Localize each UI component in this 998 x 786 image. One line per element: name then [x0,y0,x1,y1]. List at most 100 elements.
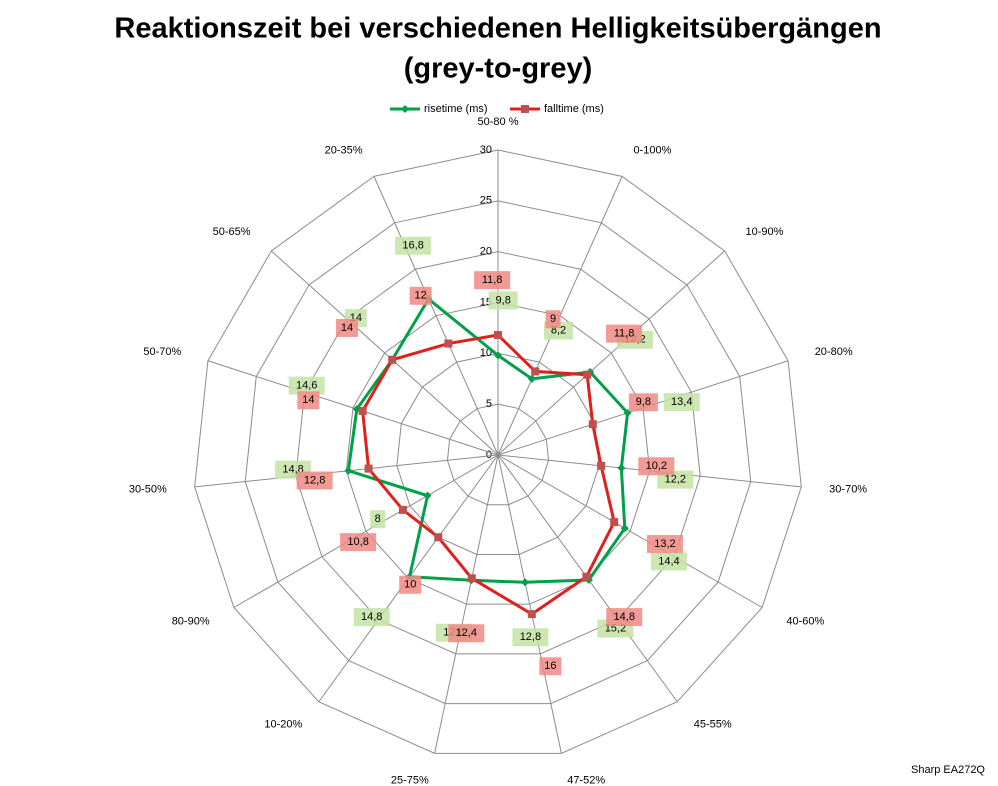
label-box [395,236,432,255]
series-line [361,333,616,616]
data-label: 14,8 [614,611,635,623]
label-box [409,286,432,305]
label-box [646,535,683,554]
marker [434,533,443,542]
marker [358,407,367,416]
data-label: 12,2 [665,474,686,486]
label-box [663,393,700,412]
spoke [373,176,499,456]
label-box [539,657,562,676]
data-label: 14,6 [296,380,317,392]
category-label: 50-70% [143,346,181,358]
legend-label: falltime (ms) [544,103,604,115]
category-label: 20-80% [815,346,853,358]
marker [398,505,407,514]
grid-line [396,352,600,555]
marker [364,464,373,473]
y-tick-label: 10 [480,347,492,359]
data-label: 11,8 [482,274,503,286]
spoke [207,360,499,456]
marker [444,339,453,348]
grid-line [446,403,550,506]
category-label: 20-35% [325,145,363,157]
chart-title: Reaktionszeit bei verschiedenen Helligke… [114,13,881,45]
marker [494,331,502,340]
marker [467,574,476,583]
label-box [488,291,518,310]
data-label: 12 [415,290,427,302]
data-label: 10,8 [347,536,368,548]
data-label: 12,8 [520,631,541,643]
grid-line [295,251,701,655]
data-label: 8 [375,513,381,525]
category-label: 47-52% [567,775,605,786]
spoke [497,454,763,608]
spoke [233,454,499,608]
category-label: 50-65% [213,226,251,238]
label-box [638,457,675,476]
marker [527,374,536,383]
label-box [336,318,359,337]
label-box [606,324,643,343]
marker [610,518,619,527]
label-box [448,624,485,643]
label-box [297,391,320,410]
data-label: 12,8 [304,474,325,486]
label-box [606,608,643,627]
spoke [271,250,499,456]
data-label: 9 [550,313,556,325]
label-box [545,310,561,329]
data-label: 11,8 [614,328,635,340]
chart-title: (grey-to-grey) [404,53,593,85]
legend-marker [401,105,409,113]
category-label: 30-50% [129,484,167,496]
data-label: 12,4 [456,627,477,639]
marker [582,572,591,581]
label-box [399,575,422,594]
legend-label: risetime (ms) [424,103,488,115]
data-label: 14,8 [361,611,382,623]
marker [494,351,502,360]
category-label: 80-90% [172,615,210,627]
legend-marker [521,105,529,113]
data-label: 14 [341,322,353,334]
marker [588,420,597,429]
category-label: 40-60% [786,615,824,627]
marker [617,463,626,472]
data-label: 13,4 [671,396,692,408]
label-box [340,533,377,552]
y-tick-label: 5 [486,398,492,410]
category-label: 10-20% [264,718,302,730]
y-tick-label: 0 [486,449,492,461]
data-label: 13,2 [654,538,675,550]
marker [527,610,536,619]
marker [583,370,592,379]
marker [597,461,606,470]
data-label: 16 [544,660,556,672]
spoke [434,454,499,754]
grid-line [194,149,802,754]
label-box [296,471,333,490]
grid-line [244,200,752,705]
marker [423,491,432,500]
category-label: 0-100% [633,145,671,157]
label-box [650,552,687,571]
category-label: 30-70% [829,484,867,496]
label-box [474,271,511,290]
label-box [288,376,325,395]
label-box [512,628,549,647]
marker [388,355,397,364]
category-label: 45-55% [694,718,732,730]
y-tick-label: 20 [480,246,492,258]
marker [531,367,540,376]
label-box [370,510,386,529]
data-label: 14,4 [658,555,679,567]
annotation: Sharp EA272Q [911,764,985,776]
data-label: 10,2 [646,460,667,472]
marker [620,524,629,533]
data-label: 9,8 [636,396,651,408]
marker [521,578,530,587]
marker [344,466,353,475]
category-label: 25-75% [391,775,429,786]
